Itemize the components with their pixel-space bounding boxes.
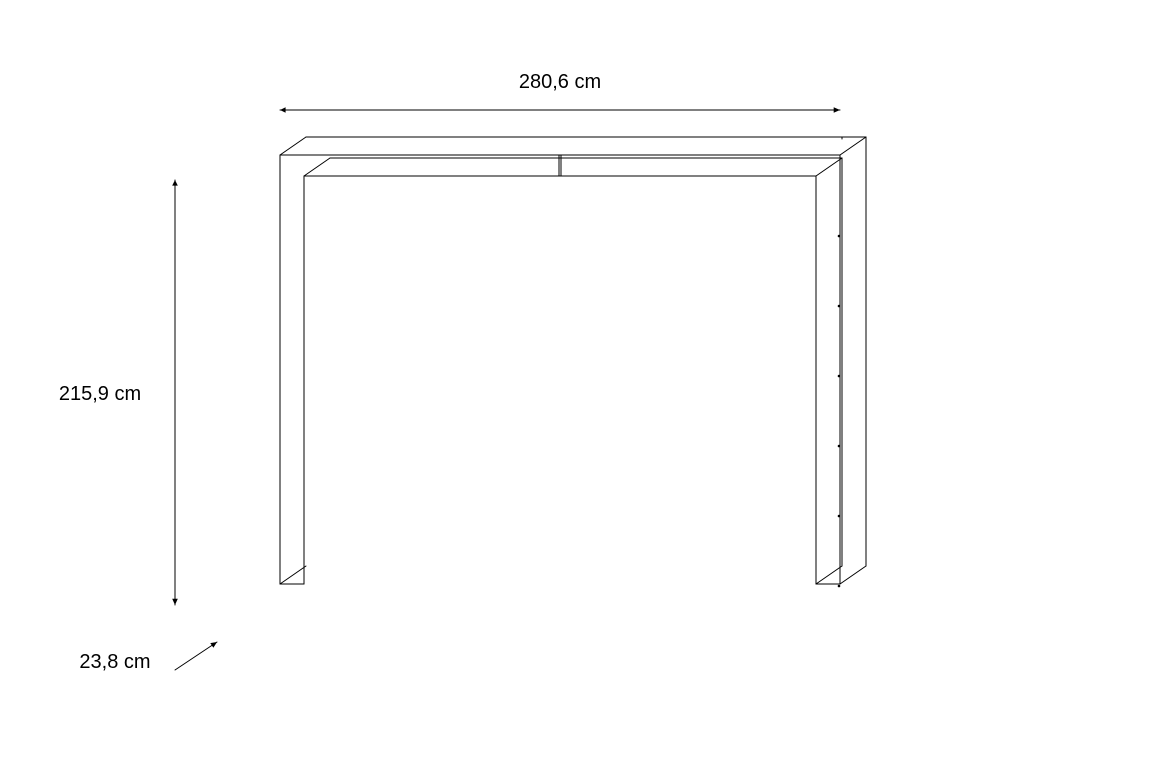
dimension-depth-text: 23,8 cm: [79, 651, 150, 673]
dimension-line-depth: [175, 642, 217, 670]
technical-drawing: 280,6 cm 215,9 cm 23,8 cm: [0, 0, 1152, 768]
dimension-height-text: 215,9 cm: [59, 383, 141, 405]
dimension-width-text: 280,6 cm: [519, 71, 601, 93]
